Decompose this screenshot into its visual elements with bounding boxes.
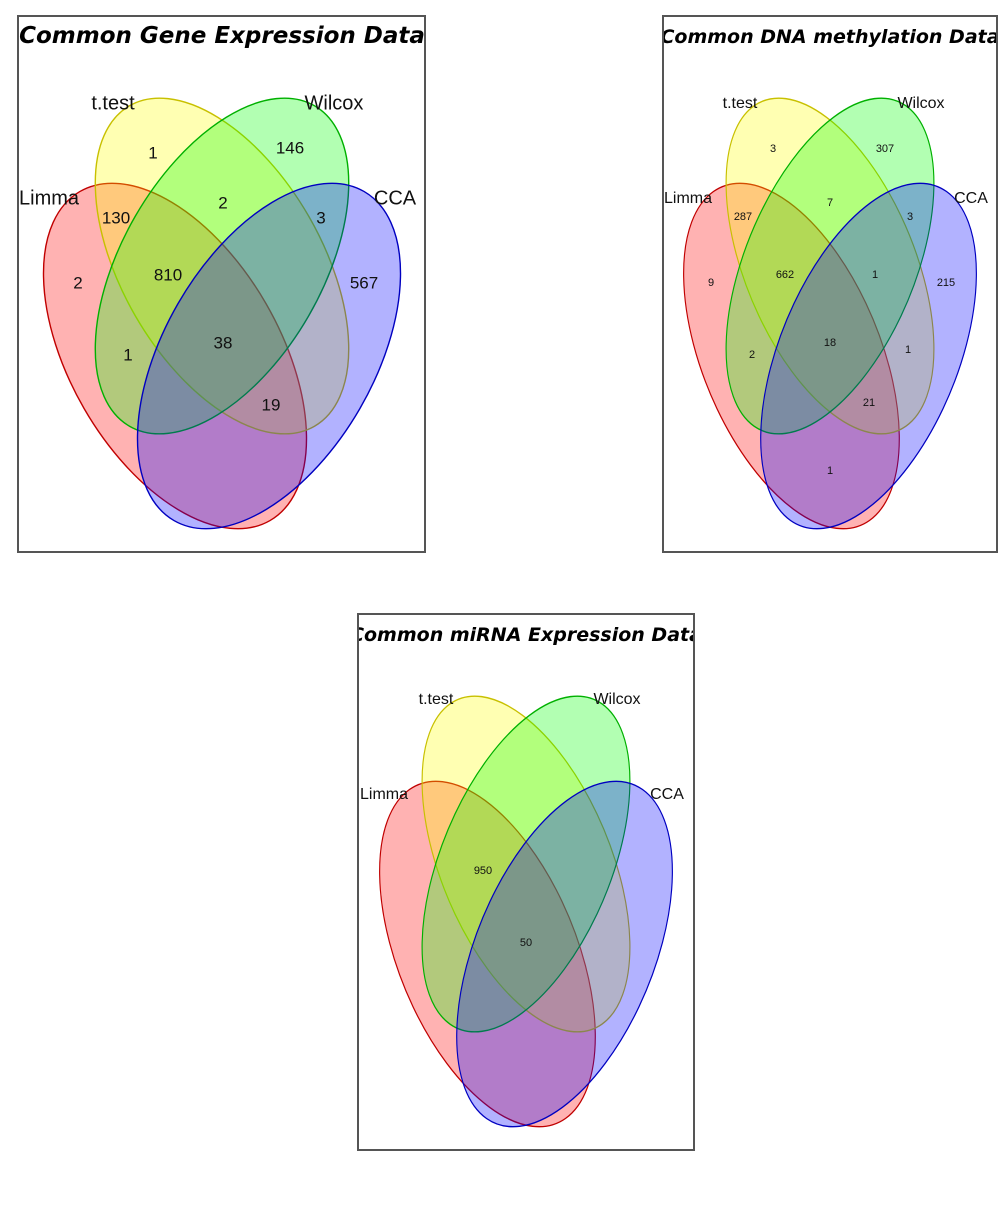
set-label-limma: Limma	[360, 786, 408, 803]
set-label-cca: CCA	[374, 187, 417, 209]
limma-ellipse	[42, 182, 308, 530]
count-all-four: 18	[824, 337, 836, 349]
count-ttest-cca: 1	[905, 344, 911, 356]
count-limma-wilcox: 1	[123, 345, 132, 364]
count-wilcox-cca: 3	[316, 208, 325, 227]
set-label-wilcox: Wilcox	[897, 95, 944, 112]
cca-ellipse	[136, 182, 402, 530]
count-limma-ttest-wilcox: 950	[474, 865, 492, 877]
count-wilcox-cca: 3	[907, 211, 913, 223]
count-all-four: 38	[214, 333, 233, 352]
venn-diagram: Common DNA methylation Data t.test Wilco…	[664, 26, 996, 530]
count-limma-ttest-cca: 19	[262, 395, 281, 414]
wilcox-ellipse	[421, 695, 631, 1033]
count-limma-cca: 1	[827, 465, 833, 477]
set-label-wilcox: Wilcox	[305, 92, 364, 114]
set-label-cca: CCA	[954, 190, 988, 207]
chart-title: Common Gene Expression Data	[19, 23, 424, 49]
count-ttest-only: 3	[770, 143, 776, 155]
cca-ellipse	[456, 780, 673, 1128]
wilcox-ellipse	[725, 97, 935, 435]
count-ttest-wilcox: 7	[827, 197, 833, 209]
set-label-ttest: t.test	[91, 92, 135, 114]
venn-panel-mirna-expression: Common miRNA Expression Data t.test Wilc…	[357, 613, 695, 1151]
count-wilcox-only: 307	[876, 143, 894, 155]
venn-diagram: Common miRNA Expression Data t.test Wilc…	[359, 624, 693, 1128]
count-ttest-wilcox: 2	[218, 193, 227, 212]
count-limma-ttest-wilcox: 810	[154, 265, 182, 284]
limma-ellipse	[683, 182, 900, 530]
count-all-four: 50	[520, 937, 532, 949]
count-limma-only: 9	[708, 277, 714, 289]
venn-panel-dna-methylation: Common DNA methylation Data t.test Wilco…	[662, 15, 998, 553]
count-limma-ttest-wilcox: 662	[776, 269, 794, 281]
count-limma-only: 2	[73, 273, 82, 292]
count-limma-ttest: 287	[734, 211, 752, 223]
set-label-cca: CCA	[650, 786, 684, 803]
venn-panel-gene-expression: Common Gene Expression Data t.test Wilco…	[17, 15, 426, 553]
venn-diagram: Common Gene Expression Data t.test Wilco…	[19, 23, 424, 530]
set-label-limma: Limma	[664, 190, 712, 207]
set-label-limma: Limma	[19, 187, 80, 209]
count-wilcox-only: 146	[276, 138, 304, 157]
count-limma-wilcox: 2	[749, 349, 755, 361]
limma-ellipse	[379, 780, 596, 1128]
count-ttest-only: 1	[148, 143, 157, 162]
chart-title: Common miRNA Expression Data	[359, 624, 693, 646]
set-label-ttest: t.test	[419, 691, 454, 708]
count-cca-only: 215	[937, 277, 955, 289]
count-limma-ttest-cca: 21	[863, 397, 875, 409]
set-label-ttest: t.test	[723, 95, 758, 112]
count-cca-only: 567	[350, 273, 378, 292]
count-ttest-wilcox-cca: 1	[872, 269, 878, 281]
wilcox-ellipse	[94, 97, 350, 435]
set-label-wilcox: Wilcox	[593, 691, 640, 708]
chart-title: Common DNA methylation Data	[664, 26, 996, 48]
cca-ellipse	[760, 182, 977, 530]
count-limma-ttest: 130	[102, 208, 130, 227]
